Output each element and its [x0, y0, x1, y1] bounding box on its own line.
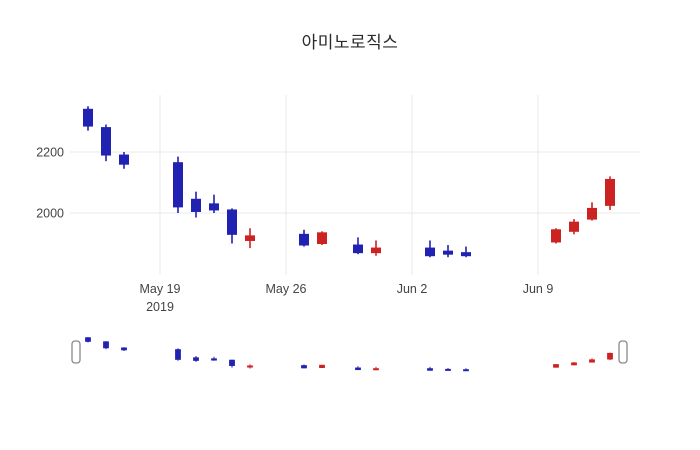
gridlines [70, 95, 640, 275]
range-slider[interactable] [71, 337, 628, 372]
x-tick-label: Jun 2 [397, 282, 428, 296]
candle-body [317, 232, 327, 244]
mini-candle-body [589, 359, 595, 363]
candles [83, 106, 615, 258]
candle-body [299, 233, 309, 246]
candle-body [443, 250, 453, 255]
mini-candle-body [121, 347, 127, 351]
mini-candle-body [373, 368, 379, 371]
candle-body [209, 203, 219, 211]
mini-candle-body [229, 359, 235, 366]
candle-body [101, 127, 111, 156]
mini-candle-body [301, 365, 307, 369]
candle-body [605, 178, 615, 206]
mini-candle-body [427, 368, 433, 371]
candle-body [587, 207, 597, 220]
candle-body [569, 221, 579, 232]
mini-candle-body [571, 362, 577, 366]
candle-body [371, 247, 381, 254]
mini-candle-body [319, 364, 325, 369]
candle-body [461, 252, 471, 257]
candle-body [191, 198, 201, 212]
y-tick-label: 2200 [36, 146, 64, 160]
x-tick-label: May 26 [266, 282, 307, 296]
mini-candle-body [85, 337, 91, 342]
mini-candle-body [355, 367, 361, 371]
mini-candle-body [445, 368, 451, 371]
mini-candle-body [103, 341, 109, 349]
chart-title: 아미노로직스 [301, 33, 399, 52]
mini-candle-body [553, 364, 559, 368]
candle-body [83, 108, 93, 127]
mini-candle-body [463, 369, 469, 372]
mini-candle-body [193, 357, 199, 361]
range-slider-handle-left[interactable] [71, 340, 81, 364]
x-tick-year-label: 2019 [146, 300, 174, 314]
range-slider-handle-right[interactable] [618, 340, 628, 364]
candle-body [353, 244, 363, 254]
candle-body [551, 229, 561, 243]
candle-body [173, 162, 183, 208]
candle-body [227, 209, 237, 235]
x-tick-label: May 19 [140, 282, 181, 296]
mini-candle-body [607, 352, 613, 360]
mini-candle-body [247, 365, 253, 368]
mini-candle-body [175, 349, 181, 360]
x-tick-label: Jun 9 [523, 282, 554, 296]
y-tick-label: 2000 [36, 207, 64, 221]
candle-body [425, 247, 435, 257]
candle-body [119, 154, 129, 165]
mini-candle-body [211, 358, 217, 361]
candle-body [245, 235, 255, 241]
